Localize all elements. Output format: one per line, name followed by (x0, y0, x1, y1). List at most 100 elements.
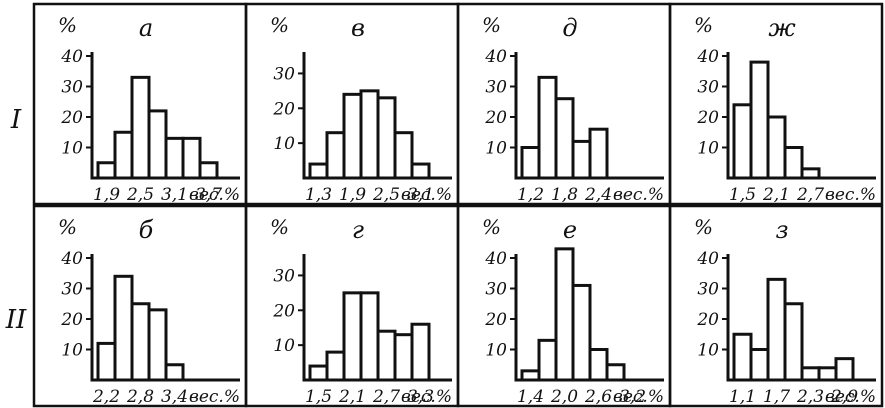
histogram-bar (164, 363, 185, 382)
y-tick-label: 20 (272, 301, 295, 321)
axis-line (514, 52, 664, 180)
histogram-bar (571, 283, 592, 382)
y-tick-label: 40 (696, 47, 719, 67)
x-tick-label: 3,3 (407, 387, 434, 407)
x-tick-label: 1,3 (305, 185, 332, 205)
histogram-bar (605, 363, 626, 382)
histogram-bar (308, 162, 329, 180)
x-tick-label: 3,1 (407, 185, 434, 205)
x-unit-label: вес.% (825, 185, 876, 205)
histogram-bar (376, 96, 397, 180)
y-unit-label: % (482, 215, 501, 239)
x-unit-label: вес.% (825, 387, 876, 407)
x-unit-label: вес.% (613, 387, 664, 407)
x-tick-label: 1,2 (517, 185, 544, 205)
x-tick-label: 2,9 (830, 387, 858, 407)
x-unit-label: вес.% (401, 387, 452, 407)
x-tick-label: 2,6 (584, 387, 612, 407)
histogram-bar (766, 277, 787, 382)
histogram-bar (96, 341, 117, 382)
panel-letter: в (351, 14, 365, 42)
x-tick-label: 2,8 (126, 387, 154, 407)
panel-letter: з (775, 216, 788, 244)
x-tick-label: 1,7 (763, 387, 790, 407)
histogram-bar (325, 350, 346, 382)
row-label-1: I (10, 105, 22, 135)
y-tick-label: 30 (485, 78, 507, 98)
x-tick-label: 1,9 (339, 185, 366, 205)
y-unit-label: % (58, 215, 77, 239)
histogram-bar (588, 348, 609, 382)
histogram-bar (766, 115, 787, 180)
panel-border (668, 204, 884, 408)
histogram-bar (749, 348, 770, 382)
y-tick-label: 20 (484, 310, 507, 330)
panel-letter: б (139, 216, 154, 244)
histogram-bar (113, 274, 134, 382)
y-tick-label: 10 (697, 139, 719, 159)
y-tick-label: 30 (697, 280, 719, 300)
x-tick-label: 2,5 (126, 185, 154, 205)
histogram-bar (113, 130, 134, 180)
histogram-bar (749, 60, 770, 180)
x-unit-label: вес.% (613, 185, 664, 205)
x-tick-label: 3,7 (195, 185, 222, 205)
histogram-bar (308, 364, 329, 382)
histogram-bar (783, 146, 804, 180)
x-tick-label: 1,5 (729, 185, 756, 205)
y-tick-label: 40 (696, 249, 719, 269)
y-tick-label: 30 (273, 266, 295, 286)
histogram-bar (520, 369, 541, 382)
y-unit-label: % (270, 13, 289, 37)
histogram-bar (342, 92, 363, 180)
histogram-bar (800, 366, 821, 382)
x-unit-label: вес.% (189, 185, 240, 205)
histogram-bar (181, 136, 202, 180)
y-unit-label: % (270, 215, 289, 239)
histogram-bar (588, 127, 609, 180)
axis-line (90, 254, 240, 382)
y-tick-label: 40 (484, 249, 507, 269)
histogram-bar (96, 161, 117, 180)
y-tick-label: 40 (60, 47, 83, 67)
panel-letter: ж (768, 14, 796, 42)
y-tick-label: 20 (272, 99, 295, 119)
histogram-bar (571, 139, 592, 180)
histogram-bar (410, 322, 431, 382)
y-unit-label: % (694, 215, 713, 239)
y-tick-label: 20 (60, 108, 83, 128)
x-tick-label: 1,1 (729, 387, 756, 407)
histogram-bar (325, 131, 346, 180)
x-tick-label: 2,3 (796, 387, 824, 407)
y-tick-label: 40 (484, 47, 507, 67)
histogram-bar (393, 131, 414, 180)
y-tick-label: 20 (60, 310, 83, 330)
x-tick-label: 1,5 (305, 387, 332, 407)
axis-line (726, 52, 876, 180)
x-unit-label: вес.% (189, 387, 240, 407)
histogram-panel-4: 10 20 30 40% ж 1,5 2,1 2,7 вес.% (668, 2, 884, 206)
y-tick-label: 30 (273, 64, 295, 84)
y-tick-label: 30 (61, 78, 83, 98)
panel-letter: а (139, 14, 153, 42)
histogram-bar (130, 302, 151, 382)
histogram-bar (147, 109, 168, 180)
histogram-bar (554, 247, 575, 382)
y-tick-label: 10 (485, 139, 507, 159)
histogram-bar (359, 89, 380, 180)
histogram-bar (393, 333, 414, 382)
y-unit-label: % (58, 13, 77, 37)
row-label-2: II (5, 305, 27, 335)
histogram-bar (147, 308, 168, 382)
panel-letter: г (352, 216, 364, 244)
x-tick-label: 2,4 (584, 185, 612, 205)
y-tick-label: 30 (485, 280, 507, 300)
y-tick-label: 10 (61, 341, 83, 361)
histogram-bar (164, 136, 185, 180)
histogram-bar (783, 302, 804, 382)
